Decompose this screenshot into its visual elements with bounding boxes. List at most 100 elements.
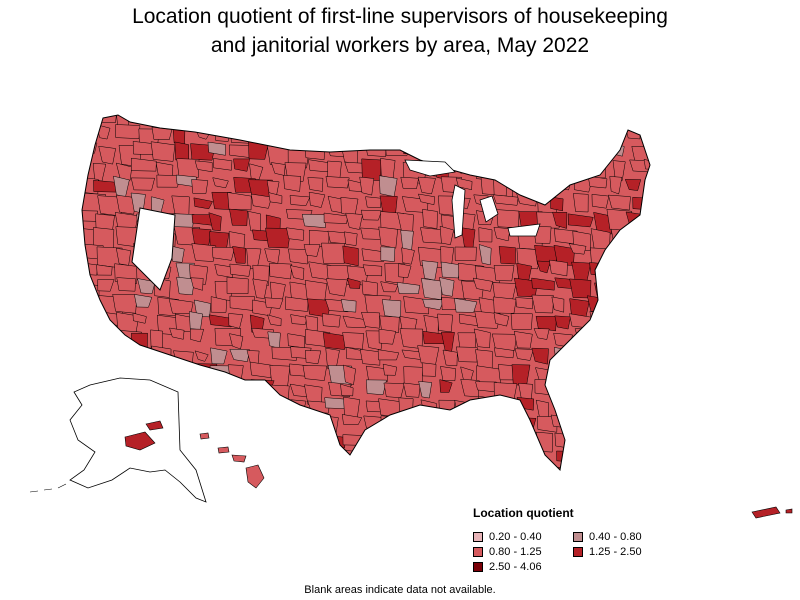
map-title: Location quotient of first-line supervis…	[0, 2, 800, 60]
map-area	[130, 177, 155, 191]
legend-title: Location quotient	[473, 506, 574, 520]
map-area	[191, 179, 209, 194]
map-area	[512, 115, 529, 131]
map-area	[82, 163, 90, 177]
map-area	[477, 127, 492, 141]
map-area	[231, 115, 258, 134]
map-area	[247, 115, 263, 125]
map-area	[288, 248, 308, 265]
map-area	[380, 432, 400, 446]
map-area	[648, 226, 650, 249]
map-area	[364, 126, 388, 147]
map-area	[531, 277, 555, 291]
map-area	[418, 451, 441, 470]
map-area	[381, 299, 402, 319]
map-area	[516, 397, 535, 411]
map-area	[550, 178, 572, 191]
map-area	[208, 314, 234, 328]
map-area	[208, 212, 222, 232]
map-area	[436, 433, 454, 447]
legend-swatch	[473, 562, 483, 572]
map-area	[629, 159, 650, 173]
map-area	[382, 115, 401, 120]
map-area	[651, 196, 665, 206]
map-area	[611, 247, 634, 260]
map-area	[492, 194, 519, 206]
map-area	[493, 312, 510, 327]
map-area	[652, 279, 667, 297]
map-area	[265, 227, 292, 249]
map-area	[360, 451, 379, 470]
map-area	[340, 299, 357, 313]
hawaii-island-1	[199, 432, 210, 440]
map-area	[629, 293, 643, 315]
title-line-1: Location quotient of first-line supervis…	[132, 5, 668, 28]
map-area	[568, 243, 587, 255]
map-area	[612, 160, 626, 181]
legend-swatch	[473, 547, 483, 557]
map-area	[82, 346, 94, 358]
map-area	[363, 468, 379, 470]
map-area	[532, 161, 556, 175]
map-area	[474, 310, 501, 329]
map-area	[534, 379, 562, 397]
map-area	[479, 431, 503, 447]
map-area	[647, 435, 650, 455]
map-area	[308, 115, 333, 121]
map-area	[396, 282, 420, 294]
map-area	[193, 197, 213, 210]
map-area	[152, 115, 176, 123]
map-area	[510, 313, 533, 330]
map-area	[264, 452, 291, 469]
map-area	[365, 379, 387, 396]
map-area	[398, 263, 412, 278]
map-area	[115, 124, 141, 139]
map-area	[632, 312, 648, 330]
map-area	[385, 145, 411, 157]
map-area	[568, 115, 585, 125]
map-area	[438, 448, 459, 466]
map-area	[418, 381, 433, 399]
map-area	[211, 418, 238, 440]
map-area	[263, 430, 282, 448]
map-area	[454, 400, 476, 421]
map-area	[325, 278, 348, 297]
map-area	[383, 465, 410, 470]
map-area	[440, 261, 461, 279]
map-area	[645, 448, 650, 461]
map-area	[229, 333, 244, 350]
map-area	[459, 448, 484, 469]
hawaii-island-3	[231, 454, 247, 463]
map-area	[286, 451, 313, 464]
map-area	[396, 115, 416, 126]
map-area	[552, 384, 574, 399]
map-area	[247, 401, 272, 422]
map-area	[97, 279, 115, 292]
map-area	[82, 314, 94, 337]
map-area	[531, 115, 550, 131]
map-area	[188, 415, 213, 433]
map-area	[492, 429, 516, 441]
hawaii-island-2	[217, 446, 230, 454]
map-area	[513, 126, 537, 145]
map-area	[403, 447, 431, 468]
map-area	[647, 345, 650, 363]
puerto-rico-island	[751, 506, 781, 519]
map-area	[575, 398, 591, 421]
map-area	[479, 466, 494, 470]
map-area	[496, 209, 520, 229]
map-area	[493, 115, 514, 123]
map-area	[549, 259, 568, 277]
map-area	[611, 465, 629, 470]
map-area	[263, 468, 286, 470]
map-area	[285, 296, 309, 312]
map-area	[308, 451, 328, 470]
map-area	[377, 349, 400, 361]
map-area	[473, 450, 500, 462]
map-area	[116, 194, 137, 215]
map-area	[359, 349, 381, 366]
map-area	[306, 126, 326, 148]
map-area	[114, 365, 137, 381]
map-area	[607, 413, 629, 435]
map-area	[588, 450, 612, 467]
